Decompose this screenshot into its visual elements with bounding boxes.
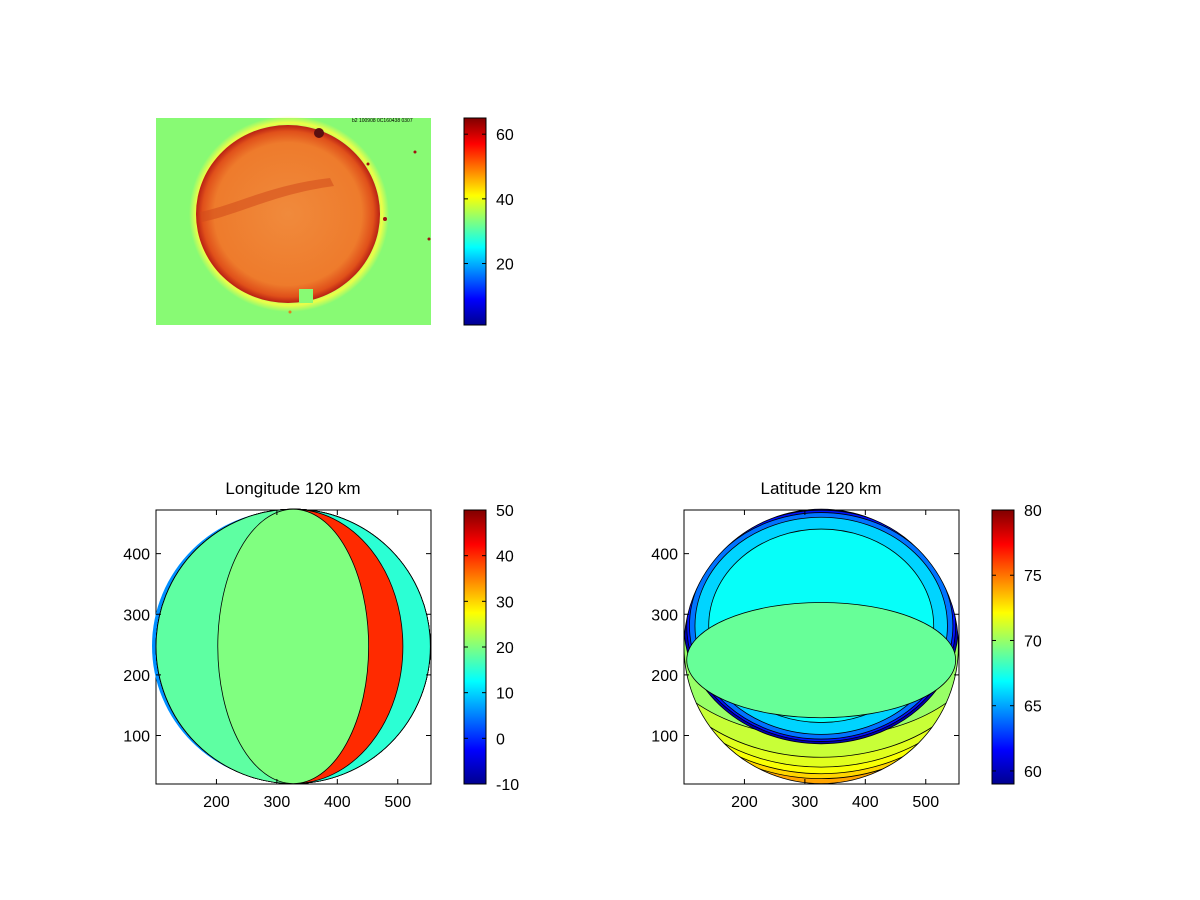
x-tick-label: 300	[264, 794, 291, 811]
colorbar-tick-label: 75	[1024, 568, 1042, 585]
colorbar-longitude: -10 0 10 20 30 40 50	[463, 503, 519, 794]
speck	[288, 310, 292, 314]
image-stamp-text: b2 100908 0C160438 0307	[352, 118, 413, 124]
colorbar-tick-label: 80	[1024, 503, 1042, 520]
colorbar-top: 20 40 60	[463, 117, 514, 326]
y-tick-label: 100	[123, 729, 150, 746]
y-tick-label: 100	[651, 729, 678, 746]
y-tick-label: 200	[651, 668, 678, 685]
speck	[413, 150, 417, 154]
disk-dark-band	[200, 178, 334, 222]
y-tick-label: 200	[123, 668, 150, 685]
x-tick-label: 400	[852, 794, 879, 811]
y-tick-label: 300	[123, 607, 150, 624]
longitude-panel: Longitude 120 km 200 300 400 500 100 200 300 4…	[123, 479, 432, 811]
speck	[366, 162, 370, 166]
disk-outline	[683, 508, 959, 784]
colorbar-tick-label: 50	[496, 503, 514, 520]
longitude-title: Longitude 120 km	[225, 479, 360, 498]
colorbar-gradient	[991, 509, 1015, 785]
colorbar-tick-label: 20	[496, 257, 514, 274]
contour-band	[686, 602, 957, 719]
latitude-panel: Latitude 120 km 200 300 400 500 100 200 300 40…	[651, 479, 960, 811]
x-tick-label: 200	[203, 794, 230, 811]
colorbar-tick-label: 40	[496, 192, 514, 209]
colorbar-tick-label: 30	[496, 594, 514, 611]
colorbar-tick-label: -10	[496, 777, 519, 794]
image-panel: b2 100908 0C160438 0307	[156, 116, 431, 325]
x-tick-label: 400	[324, 794, 351, 811]
disk	[196, 125, 380, 303]
latitude-title: Latitude 120 km	[761, 479, 882, 498]
colorbar-tick-label: 10	[496, 686, 514, 703]
latitude-disk	[684, 509, 959, 784]
colorbar-tick-label: 60	[496, 127, 514, 144]
colorbar-tick-label: 0	[496, 731, 505, 748]
colorbar-gradient	[463, 117, 487, 326]
x-tick-label: 500	[912, 794, 939, 811]
y-tick-label: 300	[651, 607, 678, 624]
x-tick-label: 500	[384, 794, 411, 811]
colorbar-latitude: 60 65 70 75 80	[991, 503, 1042, 785]
colorbar-tick-label: 70	[1024, 633, 1042, 650]
disk-bottom-notch	[299, 289, 313, 303]
colorbar-tick-label: 40	[496, 549, 514, 566]
speck	[383, 217, 387, 221]
dark-spot	[314, 128, 324, 138]
contour-band	[217, 508, 370, 784]
colorbar-tick-label: 20	[496, 640, 514, 657]
colorbar-tick-label: 65	[1024, 699, 1042, 716]
y-tick-label: 400	[123, 547, 150, 564]
x-tick-label: 300	[792, 794, 819, 811]
colorbar-tick-label: 60	[1024, 764, 1042, 781]
x-tick-label: 200	[731, 794, 758, 811]
speck	[427, 237, 431, 241]
y-tick-label: 400	[651, 547, 678, 564]
